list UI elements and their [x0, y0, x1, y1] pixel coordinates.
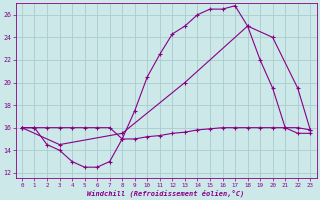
- X-axis label: Windchill (Refroidissement éolien,°C): Windchill (Refroidissement éolien,°C): [87, 189, 245, 197]
